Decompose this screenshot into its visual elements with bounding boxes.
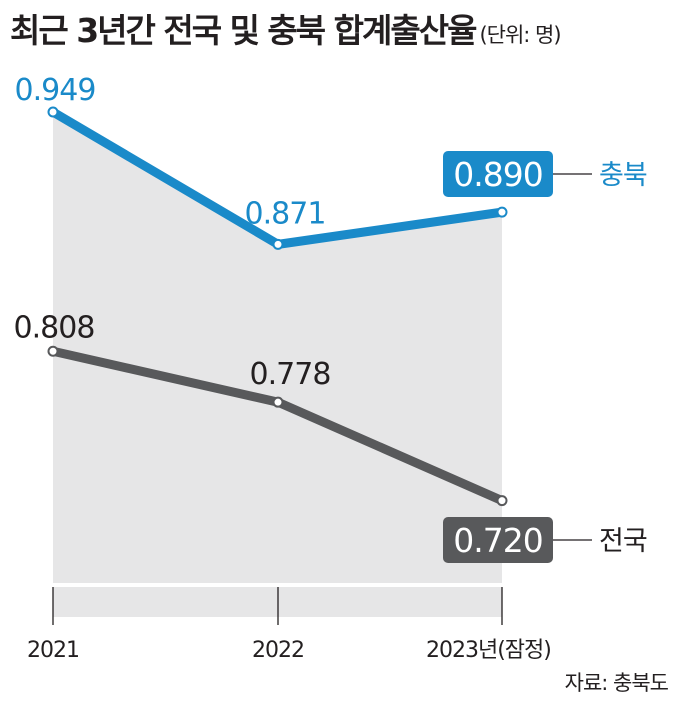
- data-point-chungbuk-2: [496, 206, 508, 218]
- x-tick-label-0: 2021: [27, 638, 79, 663]
- x-tick-label-2: 2023년(잠정): [426, 638, 551, 663]
- badge-chungbuk: [443, 151, 553, 197]
- data-label-chungbuk-1: 0.871: [245, 196, 326, 231]
- x-tick-label-1: 2022: [252, 638, 304, 663]
- chart-title: 최근 3년간 전국 및 충북 합계출산율: [10, 11, 477, 50]
- data-point-national-0: [47, 345, 59, 357]
- unit-label: (단위: 명): [479, 23, 561, 47]
- data-label-chungbuk-0: 0.949: [15, 73, 96, 108]
- data-point-national-2: [496, 495, 508, 507]
- data-point-national-1: [272, 396, 284, 408]
- badge-label-national: 0.720: [453, 521, 542, 560]
- legend-label-national: 전국: [599, 526, 647, 557]
- data-point-chungbuk-0: [47, 106, 59, 118]
- legend-label-chungbuk: 충북: [599, 160, 647, 191]
- badge-national: [443, 517, 553, 563]
- data-label-national-0: 0.808: [14, 310, 95, 345]
- data-label-national-1: 0.778: [250, 357, 331, 392]
- badge-label-chungbuk: 0.890: [453, 155, 542, 194]
- plot-area-fill: [53, 112, 502, 583]
- chart-header: 최근 3년간 전국 및 충북 합계출산율 (단위: 명): [10, 4, 562, 52]
- source-note: 자료: 충북도: [564, 671, 669, 695]
- data-point-chungbuk-1: [272, 238, 284, 250]
